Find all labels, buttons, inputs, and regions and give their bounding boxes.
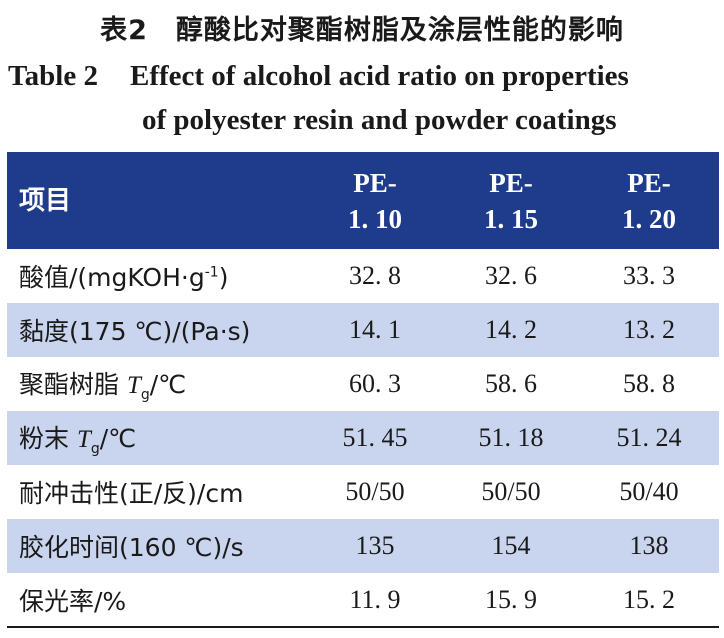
table-cell: 33. 3 xyxy=(623,261,675,290)
table-row-gel-time: 胶化时间(160 ℃)/s 135 154 138 xyxy=(7,519,719,573)
table-cell: 32. 6 xyxy=(485,261,537,290)
row-label: 粉末 Tg/℃ xyxy=(7,411,307,465)
table-number-en: Table 2 xyxy=(8,60,98,92)
properties-table: 项目 PE- 1. 10 PE- 1. 15 PE- 1. 20 酸值/(mgKOH·… xyxy=(7,152,719,628)
row-label-symbol: T xyxy=(76,426,91,453)
row-label-symbol: T xyxy=(126,372,141,399)
table-number-cn: 表2 xyxy=(100,15,148,46)
row-label-text: /℃ xyxy=(99,424,137,453)
header-sample-line1: PE- xyxy=(353,167,397,198)
header-sample-line1: PE- xyxy=(627,167,671,198)
row-label-superscript: -1 xyxy=(204,264,219,281)
table-cell: 154 xyxy=(491,531,531,560)
table-header-row: 项目 PE- 1. 10 PE- 1. 15 PE- 1. 20 xyxy=(7,152,719,249)
row-label: 聚酯树脂 Tg/℃ xyxy=(7,357,307,411)
table-cell: 58. 6 xyxy=(485,369,537,398)
row-label: 耐冲击性(正/反)/cm xyxy=(19,479,244,508)
table-row-powder-tg: 粉末 Tg/℃ 51. 45 51. 18 51. 24 xyxy=(7,411,719,465)
table-cell: 14. 2 xyxy=(485,315,537,344)
table-title-cn: 醇酸比对聚酯树脂及涂层性能的影响 xyxy=(175,15,624,46)
header-sample-pe-1-15: PE- 1. 15 xyxy=(443,152,579,249)
table-cell: 51. 18 xyxy=(478,423,544,452)
table-row-resin-tg: 聚酯树脂 Tg/℃ 60. 3 58. 6 58. 8 xyxy=(7,357,719,411)
row-label-text: 酸值/(mgKOH·g xyxy=(19,263,205,292)
table-cell: 13. 2 xyxy=(623,315,675,344)
table-cell: 51. 24 xyxy=(616,423,682,452)
header-sample-pe-1-10: PE- 1. 10 xyxy=(307,152,443,249)
header-sample-pe-1-20: PE- 1. 20 xyxy=(579,152,719,249)
table-cell: 32. 8 xyxy=(349,261,401,290)
row-label: 酸值/(mgKOH·g-1) xyxy=(7,249,307,303)
row-label-text: 粉末 xyxy=(19,424,77,453)
row-label-subscript: g xyxy=(140,387,150,403)
table-cell: 51. 45 xyxy=(342,423,408,452)
header-item: 项目 xyxy=(19,185,72,216)
table-cell: 60. 3 xyxy=(349,369,401,398)
header-sample-line2: 1. 15 xyxy=(484,203,538,234)
table-title-en-line1: Effect of alcohol acid ratio on properti… xyxy=(130,60,629,92)
table-cell: 15. 2 xyxy=(623,584,675,614)
caption-english-line1: Table 2 Effect of alcohol acid ratio on p… xyxy=(8,60,629,93)
table-cell: 15. 9 xyxy=(485,584,537,614)
header-sample-line2: 1. 10 xyxy=(348,203,402,234)
caption-chinese: 表2 醇酸比对聚酯树脂及涂层性能的影响 xyxy=(0,8,724,47)
table-cell: 138 xyxy=(629,531,669,560)
row-label: 黏度(175 ℃)/(Pa·s) xyxy=(19,317,251,346)
row-label-text: 聚酯树脂 xyxy=(19,370,127,399)
table-cell: 50/50 xyxy=(345,477,405,506)
table-cell: 11. 9 xyxy=(349,584,401,614)
table-row-gloss-retention: 保光率/% 11. 9 15. 9 15. 2 xyxy=(7,573,719,627)
table-cell: 58. 8 xyxy=(623,369,675,398)
row-label-text: ) xyxy=(218,263,229,292)
table-cell: 14. 1 xyxy=(349,315,401,344)
header-sample-line1: PE- xyxy=(489,167,533,198)
table-cell: 50/50 xyxy=(481,477,541,506)
row-label-text: /℃ xyxy=(149,370,187,399)
table-cell: 135 xyxy=(355,531,395,560)
table-row-acid-value: 酸值/(mgKOH·g-1) 32. 8 32. 6 33. 3 xyxy=(7,249,719,303)
row-label: 保光率/% xyxy=(19,586,127,616)
table-row-impact-resistance: 耐冲击性(正/反)/cm 50/50 50/50 50/40 xyxy=(7,465,719,519)
table-row-viscosity: 黏度(175 ℃)/(Pa·s) 14. 1 14. 2 13. 2 xyxy=(7,303,719,357)
row-label-subscript: g xyxy=(90,441,100,457)
table-title-en-line2: of polyester resin and powder coatings xyxy=(142,104,617,136)
header-sample-line2: 1. 20 xyxy=(622,203,676,234)
table-cell: 50/40 xyxy=(619,477,679,506)
row-label: 胶化时间(160 ℃)/s xyxy=(19,533,244,562)
